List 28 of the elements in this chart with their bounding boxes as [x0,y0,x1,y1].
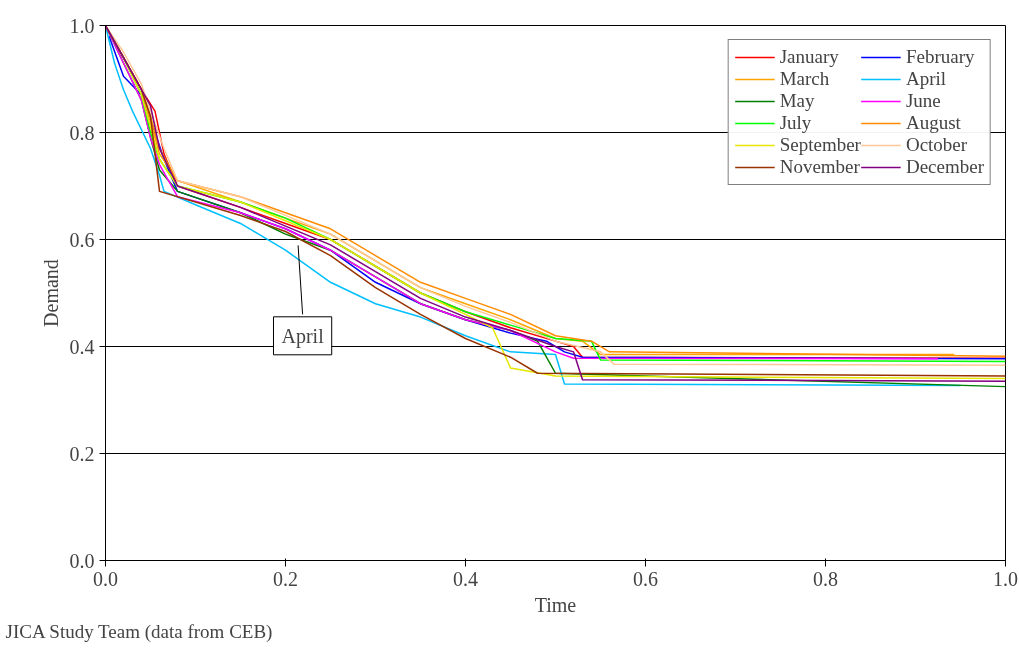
x-tick-label: 1.0 [993,567,1018,590]
x-tick-label: 0.6 [633,567,658,590]
x-tick-label: 0.2 [273,567,298,590]
x-tick-label: 0.0 [93,567,118,590]
y-tick-label: 0.6 [69,228,95,251]
legend-label: December [905,156,984,178]
x-tick-label: 0.4 [453,567,478,590]
legend-label: April [905,68,947,90]
y-tick-label: 0.8 [69,121,95,144]
legend-label: February [905,46,975,68]
y-tick-label: 0.2 [69,442,95,465]
y-tick-label: 1.0 [69,14,95,37]
y-tick-label: 0.4 [69,335,95,358]
legend-label: September [779,134,861,156]
y-axis-title: Demand [39,259,62,327]
text: JICA Study Team (data from CEB) [5,620,273,643]
legend-label: October [905,134,968,156]
legend-label: January [779,46,839,68]
y-tick-label: 0.0 [69,549,95,572]
x-tick-label: 0.8 [813,567,838,590]
legend-label: July [779,112,812,134]
legend-label: August [905,112,961,134]
legend-label: March [779,68,830,90]
annotation: April [281,324,325,348]
x-axis-title: Time [534,593,577,616]
legend-label: November [779,156,860,178]
legend-label: May [779,90,815,112]
legend-label: June [905,90,941,112]
